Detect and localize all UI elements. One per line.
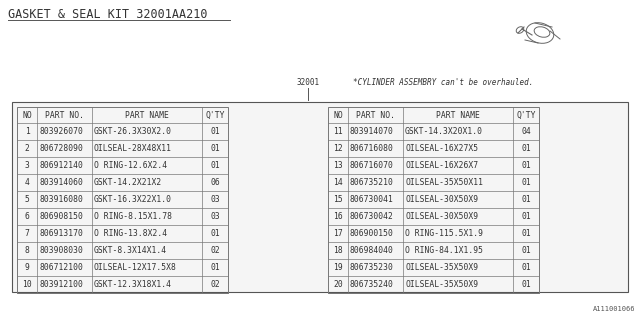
Text: OILSEAL-30X50X9: OILSEAL-30X50X9 xyxy=(405,195,478,204)
Text: OILSEAL-28X48X11: OILSEAL-28X48X11 xyxy=(94,144,172,153)
Text: 32001: 32001 xyxy=(296,78,319,87)
Text: 01: 01 xyxy=(521,246,531,255)
Text: 806908150: 806908150 xyxy=(39,212,83,221)
Text: 803916080: 803916080 xyxy=(39,195,83,204)
Text: O RING-84.1X1.95: O RING-84.1X1.95 xyxy=(405,246,483,255)
Text: 15: 15 xyxy=(333,195,343,204)
Text: 806712100: 806712100 xyxy=(39,263,83,272)
Text: 803926070: 803926070 xyxy=(39,127,83,136)
Text: 01: 01 xyxy=(521,229,531,238)
Text: 06: 06 xyxy=(210,178,220,187)
Text: 14: 14 xyxy=(333,178,343,187)
Text: GSKT-12.3X18X1.4: GSKT-12.3X18X1.4 xyxy=(94,280,172,289)
Bar xyxy=(328,107,539,293)
Text: OILSEAL-16X26X7: OILSEAL-16X26X7 xyxy=(405,161,478,170)
Bar xyxy=(17,107,228,293)
Text: PART NO.: PART NO. xyxy=(356,110,395,119)
Text: 806984040: 806984040 xyxy=(350,246,394,255)
Text: 806716080: 806716080 xyxy=(350,144,394,153)
Text: 803914070: 803914070 xyxy=(350,127,394,136)
Text: NO: NO xyxy=(22,110,32,119)
Text: 01: 01 xyxy=(521,144,531,153)
Text: 16: 16 xyxy=(333,212,343,221)
Text: 1: 1 xyxy=(24,127,29,136)
Text: 11: 11 xyxy=(333,127,343,136)
Text: GSKT-14.3X20X1.0: GSKT-14.3X20X1.0 xyxy=(405,127,483,136)
Text: OILSEAL-35X50X9: OILSEAL-35X50X9 xyxy=(405,280,478,289)
Text: 806900150: 806900150 xyxy=(350,229,394,238)
Text: 01: 01 xyxy=(521,263,531,272)
Text: 01: 01 xyxy=(521,195,531,204)
Text: GASKET & SEAL KIT 32001AA210: GASKET & SEAL KIT 32001AA210 xyxy=(8,8,207,21)
Text: 5: 5 xyxy=(24,195,29,204)
Text: 18: 18 xyxy=(333,246,343,255)
Text: 3: 3 xyxy=(24,161,29,170)
Text: 806730042: 806730042 xyxy=(350,212,394,221)
Text: O RING-115.5X1.9: O RING-115.5X1.9 xyxy=(405,229,483,238)
Text: 806730041: 806730041 xyxy=(350,195,394,204)
Text: 20: 20 xyxy=(333,280,343,289)
Bar xyxy=(12,102,628,292)
Text: OILSEAL-16X27X5: OILSEAL-16X27X5 xyxy=(405,144,478,153)
Text: 803912100: 803912100 xyxy=(39,280,83,289)
Text: OILSEAL-12X17.5X8: OILSEAL-12X17.5X8 xyxy=(94,263,177,272)
Text: 10: 10 xyxy=(22,280,32,289)
Text: 01: 01 xyxy=(521,178,531,187)
Text: O RING-8.15X1.78: O RING-8.15X1.78 xyxy=(94,212,172,221)
Text: 01: 01 xyxy=(521,212,531,221)
Text: 806735240: 806735240 xyxy=(350,280,394,289)
Text: NO: NO xyxy=(333,110,343,119)
Text: 02: 02 xyxy=(210,246,220,255)
Text: 9: 9 xyxy=(24,263,29,272)
Text: 806913170: 806913170 xyxy=(39,229,83,238)
Text: GSKT-16.3X22X1.0: GSKT-16.3X22X1.0 xyxy=(94,195,172,204)
Text: GSKT-8.3X14X1.4: GSKT-8.3X14X1.4 xyxy=(94,246,167,255)
Text: 02: 02 xyxy=(210,280,220,289)
Text: Q'TY: Q'TY xyxy=(205,110,225,119)
Text: 01: 01 xyxy=(210,229,220,238)
Text: GSKT-26.3X30X2.0: GSKT-26.3X30X2.0 xyxy=(94,127,172,136)
Text: 12: 12 xyxy=(333,144,343,153)
Text: 01: 01 xyxy=(521,280,531,289)
Text: 01: 01 xyxy=(210,144,220,153)
Text: 6: 6 xyxy=(24,212,29,221)
Text: A111001066: A111001066 xyxy=(593,306,635,312)
Text: 01: 01 xyxy=(210,161,220,170)
Text: 4: 4 xyxy=(24,178,29,187)
Text: O RING-13.8X2.4: O RING-13.8X2.4 xyxy=(94,229,167,238)
Text: 803908030: 803908030 xyxy=(39,246,83,255)
Text: OILSEAL-30X50X9: OILSEAL-30X50X9 xyxy=(405,212,478,221)
Text: PART NO.: PART NO. xyxy=(45,110,84,119)
Text: 04: 04 xyxy=(521,127,531,136)
Text: 806735230: 806735230 xyxy=(350,263,394,272)
Text: 8: 8 xyxy=(24,246,29,255)
Text: 806716070: 806716070 xyxy=(350,161,394,170)
Text: 03: 03 xyxy=(210,212,220,221)
Text: 2: 2 xyxy=(24,144,29,153)
Text: 13: 13 xyxy=(333,161,343,170)
Text: O RING-12.6X2.4: O RING-12.6X2.4 xyxy=(94,161,167,170)
Text: 806912140: 806912140 xyxy=(39,161,83,170)
Text: 01: 01 xyxy=(210,263,220,272)
Text: 19: 19 xyxy=(333,263,343,272)
Text: OILSEAL-35X50X9: OILSEAL-35X50X9 xyxy=(405,263,478,272)
Text: 01: 01 xyxy=(521,161,531,170)
Text: Q'TY: Q'TY xyxy=(516,110,536,119)
Text: OILSEAL-35X50X11: OILSEAL-35X50X11 xyxy=(405,178,483,187)
Text: 7: 7 xyxy=(24,229,29,238)
Text: 03: 03 xyxy=(210,195,220,204)
Text: *CYLINDER ASSEMBRY can't be overhauled.: *CYLINDER ASSEMBRY can't be overhauled. xyxy=(353,78,533,87)
Text: PART NAME: PART NAME xyxy=(436,110,480,119)
Text: 806735210: 806735210 xyxy=(350,178,394,187)
Text: PART NAME: PART NAME xyxy=(125,110,169,119)
Text: 01: 01 xyxy=(210,127,220,136)
Text: 806728090: 806728090 xyxy=(39,144,83,153)
Text: 803914060: 803914060 xyxy=(39,178,83,187)
Text: GSKT-14.2X21X2: GSKT-14.2X21X2 xyxy=(94,178,163,187)
Text: 17: 17 xyxy=(333,229,343,238)
